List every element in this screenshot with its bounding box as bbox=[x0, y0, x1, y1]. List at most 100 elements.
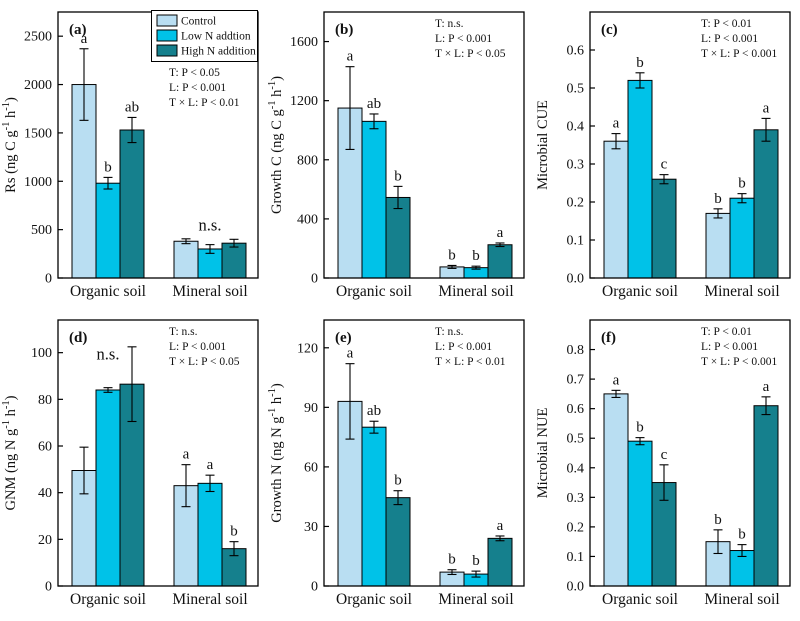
svg-text:20: 20 bbox=[38, 533, 52, 548]
svg-text:b: b bbox=[448, 247, 456, 263]
svg-text:L: P < 0.001: L: P < 0.001 bbox=[435, 341, 492, 353]
svg-text:b: b bbox=[104, 159, 112, 175]
svg-text:0: 0 bbox=[45, 580, 52, 595]
svg-text:T × L: P < 0.05: T × L: P < 0.05 bbox=[435, 48, 506, 60]
panel-a: a b ab Organic soil n.s. Mineral soil 0 500 1000… bbox=[1, 0, 267, 308]
svg-text:T: n.s.: T: n.s. bbox=[435, 18, 464, 30]
svg-text:0.8: 0.8 bbox=[567, 343, 585, 358]
svg-text:Microbial CUE: Microbial CUE bbox=[535, 100, 551, 190]
svg-text:T: n.s.: T: n.s. bbox=[169, 326, 198, 338]
svg-text:Mineral soil: Mineral soil bbox=[172, 283, 247, 300]
svg-text:b: b bbox=[636, 420, 644, 436]
svg-text:60: 60 bbox=[38, 440, 52, 455]
svg-text:a: a bbox=[613, 116, 620, 132]
svg-text:b: b bbox=[714, 512, 722, 528]
svg-text:Organic soil: Organic soil bbox=[336, 283, 412, 300]
svg-text:(f): (f) bbox=[601, 330, 616, 346]
svg-text:60: 60 bbox=[304, 460, 318, 475]
svg-text:(d): (d) bbox=[69, 330, 87, 346]
svg-text:0.7: 0.7 bbox=[567, 373, 585, 388]
svg-text:L: P < 0.001: L: P < 0.001 bbox=[701, 33, 758, 45]
svg-text:1000: 1000 bbox=[24, 175, 52, 190]
svg-text:GNM (ng N g-1 h-1): GNM (ng N g-1 h-1) bbox=[1, 395, 19, 510]
svg-text:0: 0 bbox=[311, 580, 318, 595]
svg-text:b: b bbox=[738, 527, 746, 543]
svg-text:0.0: 0.0 bbox=[567, 580, 585, 595]
panel-d-chart: n.s. Organic soil a a b Mineral soil 0 20 40 60 80… bbox=[1, 319, 259, 608]
svg-text:b: b bbox=[394, 168, 402, 184]
svg-text:Growth C (ng C g-1 h-1): Growth C (ng C g-1 h-1) bbox=[267, 76, 285, 214]
svg-text:2000: 2000 bbox=[24, 78, 52, 93]
svg-text:T × L: P < 0.001: T × L: P < 0.001 bbox=[701, 48, 777, 60]
svg-text:Microbial NUE: Microbial NUE bbox=[535, 408, 551, 499]
panel-b: a ab b Organic soil b b a Mineral soil 0 400 800 12… bbox=[267, 0, 533, 308]
svg-text:b: b bbox=[394, 473, 402, 489]
svg-text:T: P < 0.01: T: P < 0.01 bbox=[701, 326, 752, 338]
svg-text:0.3: 0.3 bbox=[567, 158, 585, 173]
svg-text:T × L: P < 0.05: T × L: P < 0.05 bbox=[169, 356, 240, 368]
svg-text:1500: 1500 bbox=[24, 126, 52, 141]
svg-text:30: 30 bbox=[304, 520, 318, 535]
svg-text:100: 100 bbox=[31, 346, 52, 361]
svg-text:ab: ab bbox=[367, 403, 381, 419]
svg-text:0.4: 0.4 bbox=[567, 120, 585, 135]
panel-c: a b c Organic soil b b a Mineral soil 0.0 0.1 0.2 0… bbox=[533, 0, 799, 308]
svg-text:Mineral soil: Mineral soil bbox=[704, 283, 779, 300]
svg-text:0.2: 0.2 bbox=[567, 196, 585, 211]
svg-text:Control: Control bbox=[181, 16, 216, 28]
svg-text:n.s.: n.s. bbox=[199, 216, 222, 235]
svg-text:(e): (e) bbox=[335, 330, 352, 346]
svg-text:b: b bbox=[472, 553, 480, 569]
svg-text:Organic soil: Organic soil bbox=[602, 283, 678, 300]
svg-text:(a): (a) bbox=[69, 22, 87, 38]
svg-text:L: P < 0.001: L: P < 0.001 bbox=[169, 341, 226, 353]
svg-text:T: P < 0.05: T: P < 0.05 bbox=[169, 67, 220, 79]
svg-text:0: 0 bbox=[45, 272, 52, 287]
svg-text:1200: 1200 bbox=[290, 94, 318, 109]
svg-text:n.s.: n.s. bbox=[97, 345, 120, 364]
svg-text:90: 90 bbox=[304, 401, 318, 416]
svg-text:0.3: 0.3 bbox=[567, 491, 585, 506]
svg-text:Organic soil: Organic soil bbox=[602, 591, 678, 608]
svg-text:Mineral soil: Mineral soil bbox=[438, 591, 513, 608]
svg-text:0.5: 0.5 bbox=[567, 82, 585, 97]
panel-f: a b c Organic soil b b a Mineral soil 0.0 0.1 0.2 0… bbox=[533, 308, 799, 616]
svg-text:Growth N (ng N g-1 h-1): Growth N (ng N g-1 h-1) bbox=[267, 383, 285, 523]
svg-text:Mineral soil: Mineral soil bbox=[172, 591, 247, 608]
svg-text:0: 0 bbox=[311, 272, 318, 287]
svg-text:T × L: P < 0.01: T × L: P < 0.01 bbox=[435, 356, 506, 368]
svg-text:T × L: P < 0.01: T × L: P < 0.01 bbox=[169, 97, 240, 109]
svg-text:a: a bbox=[763, 379, 770, 395]
svg-text:Mineral soil: Mineral soil bbox=[704, 591, 779, 608]
panel-e: a ab b Organic soil b b a Mineral soil 0 30 60 90 12… bbox=[267, 308, 533, 616]
svg-text:Organic soil: Organic soil bbox=[336, 591, 412, 608]
svg-text:High N addition: High N addition bbox=[181, 46, 256, 58]
svg-text:b: b bbox=[738, 176, 746, 192]
svg-text:a: a bbox=[763, 100, 770, 116]
svg-text:0.6: 0.6 bbox=[567, 402, 585, 417]
svg-text:ab: ab bbox=[125, 99, 139, 115]
svg-text:b: b bbox=[636, 55, 644, 71]
svg-text:0.6: 0.6 bbox=[567, 44, 585, 59]
svg-text:Organic soil: Organic soil bbox=[70, 283, 146, 300]
svg-text:c: c bbox=[661, 447, 668, 463]
svg-text:ab: ab bbox=[367, 96, 381, 112]
svg-text:b: b bbox=[230, 524, 238, 540]
svg-text:80: 80 bbox=[38, 393, 52, 408]
svg-text:a: a bbox=[497, 225, 504, 241]
svg-text:T × L: P < 0.001: T × L: P < 0.001 bbox=[701, 356, 777, 368]
svg-text:800: 800 bbox=[297, 153, 318, 168]
svg-text:0.1: 0.1 bbox=[567, 234, 585, 249]
svg-text:0.5: 0.5 bbox=[567, 432, 585, 447]
svg-text:Rs (ng C g-1 h-1): Rs (ng C g-1 h-1) bbox=[1, 97, 19, 193]
svg-text:500: 500 bbox=[31, 223, 52, 238]
svg-text:L: P < 0.001: L: P < 0.001 bbox=[169, 82, 226, 94]
svg-text:T: P < 0.01: T: P < 0.01 bbox=[701, 18, 752, 30]
svg-text:a: a bbox=[347, 346, 354, 362]
svg-text:Organic soil: Organic soil bbox=[70, 591, 146, 608]
